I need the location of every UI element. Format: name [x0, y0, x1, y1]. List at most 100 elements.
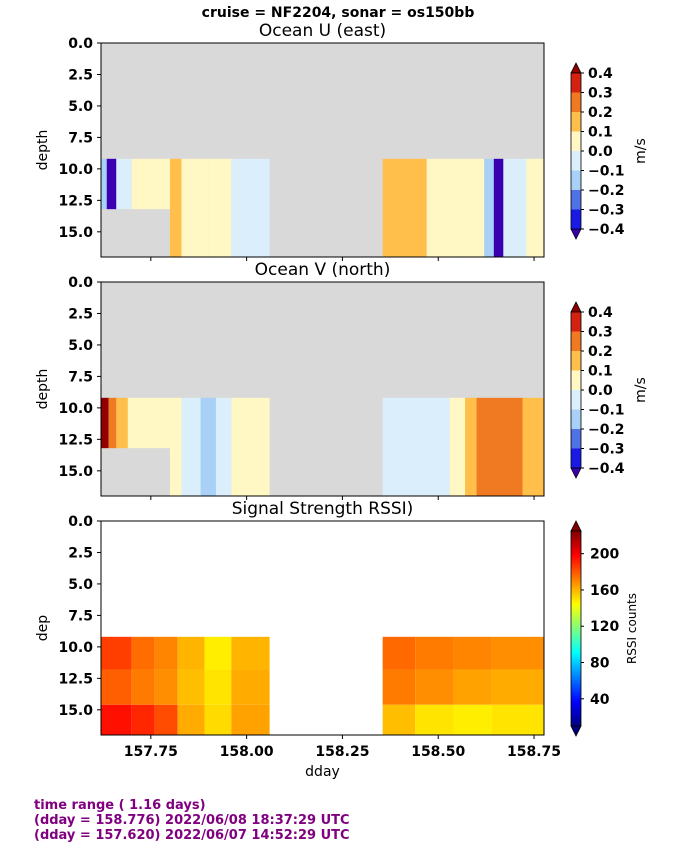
data-cell-3 [131, 158, 147, 210]
footer-start-time: (dday = 157.620) 2022/06/07 14:52:29 UTC [34, 828, 350, 843]
data-cell-7 [208, 158, 232, 257]
colorbar-tick-label: 0.4 [588, 66, 613, 82]
data-cell-4-0 [204, 636, 232, 670]
plot-frame [100, 42, 545, 258]
data-cell-1-0 [131, 636, 155, 670]
colorbar-label: RSSI counts [625, 593, 639, 664]
data-cell-3-1 [177, 669, 205, 705]
data-cell-7-0 [415, 636, 454, 670]
colorbar-tick-label: 120 [590, 619, 619, 635]
y-tick-label: 0.0 [68, 275, 93, 291]
data-cell-1-1 [131, 669, 155, 705]
data-cell-0-2 [101, 704, 132, 735]
panel-2: Ocean V (north) 0.0 2.5 5.0 7.5 10.0 12.5 15.0 d… [35, 260, 649, 500]
data-cell-7 [215, 397, 232, 496]
data-cell-8 [231, 158, 270, 257]
data-cell-5-1 [231, 669, 270, 705]
footer-end-time: (dday = 158.776) 2022/06/08 18:37:29 UTC [34, 813, 350, 828]
y-tick-label: 2.5 [68, 545, 93, 561]
data-cell-4 [169, 397, 182, 496]
y-tick-label: 15.0 [58, 464, 93, 480]
colorbar: 0.4 0.3 0.2 0.1 0.0 −0.1 −0.2 −0.3 −0.4 m/s [570, 301, 649, 479]
y-tick-label: 10.0 [58, 640, 93, 656]
y-tick-label: 10.0 [58, 401, 93, 417]
footer-time-range: time range ( 1.16 days) [34, 798, 206, 813]
colorbar-tick-label: 0.1 [588, 364, 613, 380]
data-cell-8-2 [453, 704, 492, 735]
panel-title: Signal Strength RSSI) [232, 499, 414, 519]
data-cell-11 [465, 397, 477, 496]
plot-frame [100, 520, 545, 736]
data-cell-9-2 [491, 704, 544, 735]
y-tick-label: 7.5 [68, 608, 93, 624]
colorbar-tick-label: −0.1 [588, 164, 625, 180]
data-cell-9 [382, 397, 450, 496]
data-cell-6 [200, 397, 216, 496]
data-cell-2-0 [154, 636, 178, 670]
colorbar-tick-label: 0.1 [588, 125, 613, 141]
data-cell-10 [426, 158, 458, 257]
colorbar-tick-label: 0.0 [588, 383, 613, 399]
y-tick-label: 0.0 [68, 36, 93, 52]
y-axis-label: depth [35, 369, 51, 410]
data-cell-13 [522, 397, 544, 496]
data-cell-5-0 [231, 636, 270, 670]
data-cell-2 [116, 397, 128, 449]
colorbar-band [571, 312, 581, 332]
colorbar-band [571, 112, 581, 132]
colorbar-band [571, 409, 581, 429]
data-cell-5-2 [231, 704, 270, 735]
colorbar-band [571, 209, 581, 229]
panel-3: Signal Strength RSSI) 0.0 2.5 5.0 7.5 10.0 12.… [35, 499, 639, 780]
data-cell-10 [449, 397, 466, 496]
colorbar-extend-max [570, 301, 582, 313]
data-cell-6-1 [382, 669, 416, 705]
colorbar-label: m/s [633, 138, 649, 164]
data-cell-7-1 [415, 669, 454, 705]
data-cell-6 [181, 158, 209, 257]
y-tick-label: 7.5 [68, 369, 93, 385]
colorbar-tick-label: −0.2 [588, 422, 625, 438]
y-tick-label: 12.5 [58, 193, 93, 209]
y-tick-label: 5.0 [68, 577, 93, 593]
colorbar-tick-label: 0.3 [588, 325, 613, 341]
data-cell-9-1 [491, 669, 544, 705]
data-cell-5 [181, 397, 201, 496]
y-tick-label: 2.5 [68, 306, 93, 322]
colorbar-tick-label: 200 [590, 547, 619, 563]
colorbar-band [571, 448, 581, 468]
y-tick-label: 15.0 [58, 225, 93, 241]
y-axis-label: depth [35, 130, 51, 171]
colorbar-tick-label: −0.4 [588, 461, 625, 477]
figure-suptitle: cruise = NF2204, sonar = os150bb [202, 5, 475, 21]
colorbar-extend-min [570, 228, 582, 240]
x-tick-label: 158.25 [315, 744, 369, 760]
data-cell-8-0 [453, 636, 492, 670]
colorbar: 0.4 0.3 0.2 0.1 0.0 −0.1 −0.2 −0.3 −0.4 m/s [570, 62, 649, 240]
x-tick-label: 157.75 [124, 744, 178, 760]
x-tick-label: 158.00 [220, 744, 274, 760]
colorbar-band [571, 170, 581, 190]
y-axis-label: dep [35, 615, 51, 642]
colorbar-tick-label: 0.2 [588, 344, 613, 360]
colorbar-tick-label: 40 [590, 692, 610, 708]
data-cell-6-0 [382, 636, 416, 670]
colorbar-tick-label: 80 [590, 656, 610, 672]
data-cell-14 [503, 158, 527, 257]
panel-1: Ocean U (east) 0.0 2.5 5.0 7.5 10.0 12.5 15.0 de… [35, 21, 649, 261]
colorbar-band [571, 151, 581, 171]
data-cell-5 [169, 158, 182, 257]
data-cell-3-2 [177, 704, 205, 735]
y-tick-label: 0.0 [68, 514, 93, 530]
data-cell-4-2 [204, 704, 232, 735]
data-cell-4 [146, 158, 170, 210]
data-cell-3-0 [177, 636, 205, 670]
data-cell-11 [457, 158, 485, 257]
data-cell-1 [108, 397, 117, 449]
x-tick-label: 158.75 [507, 744, 561, 760]
y-tick-label: 7.5 [68, 130, 93, 146]
data-cell-0-0 [101, 636, 132, 670]
y-tick-label: 5.0 [68, 338, 93, 354]
data-cell-0 [101, 158, 107, 210]
data-cell-2-2 [154, 704, 178, 735]
